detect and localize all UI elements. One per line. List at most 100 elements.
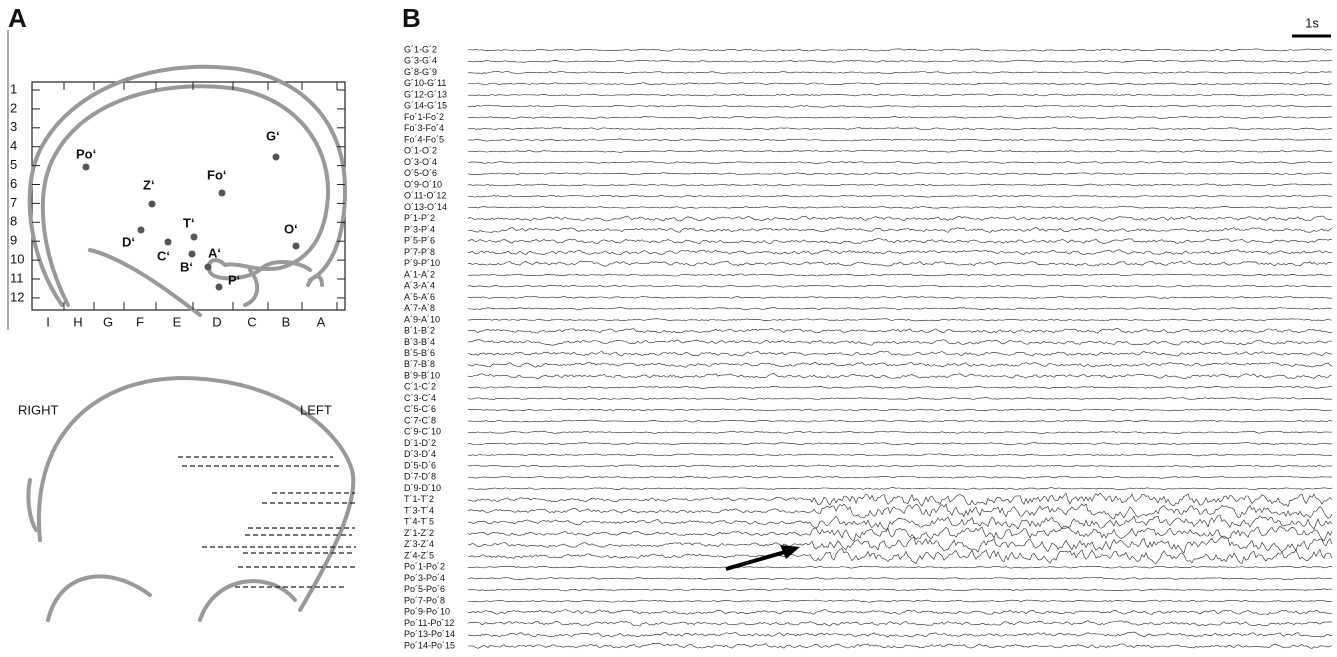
electrode xyxy=(215,283,223,291)
channel-label: Fo´4-Fo´5 xyxy=(404,134,444,144)
eeg-trace xyxy=(467,525,1333,542)
eeg-trace xyxy=(467,161,1333,164)
channel-label: O´1-O´2 xyxy=(404,146,437,156)
channel-label: O´9-O´10 xyxy=(404,179,442,189)
channel-label: D´5-D´6 xyxy=(404,460,436,470)
eeg-trace xyxy=(468,295,1332,299)
row-label: 1 xyxy=(10,81,17,96)
eeg-trace xyxy=(467,339,1333,346)
column-label: I xyxy=(46,314,50,329)
channel-label: T´3-T´4 xyxy=(404,505,434,515)
channel-label: Z´1-Z´2 xyxy=(404,528,434,538)
eeg-trace xyxy=(468,588,1333,592)
eeg-trace xyxy=(468,643,1333,649)
eeg-trace xyxy=(467,430,1333,434)
eeg-trace xyxy=(467,172,1333,176)
column-label: A xyxy=(317,314,326,329)
eeg-trace xyxy=(468,535,1333,554)
panel-label: B xyxy=(402,3,421,33)
eeg-trace xyxy=(467,397,1333,400)
channel-label: D´7-D´8 xyxy=(404,472,436,482)
arrow xyxy=(725,550,786,571)
eeg-trace xyxy=(467,599,1332,603)
channel-label: D´1-D´2 xyxy=(404,438,436,448)
channel-label: O´3-O´4 xyxy=(404,157,437,167)
channel-label: Po´14-Po´15 xyxy=(404,640,455,650)
sagittal-outline xyxy=(27,64,348,317)
eeg-trace xyxy=(467,116,1332,119)
eeg-trace xyxy=(467,386,1333,389)
grid-box xyxy=(31,81,346,311)
eeg-trace xyxy=(468,361,1333,368)
electrode xyxy=(190,233,198,241)
row-label: 8 xyxy=(10,214,17,229)
row-label: 6 xyxy=(10,176,17,191)
channel-label: Po´5-Po´6 xyxy=(404,584,445,594)
column-label: D xyxy=(212,314,221,329)
channel-label: G´14-G´15 xyxy=(404,101,447,111)
eeg-trace xyxy=(467,503,1333,520)
channel-label: P´9-P´10 xyxy=(404,258,440,268)
channel-label: P´7-P´8 xyxy=(404,247,435,257)
channel-label: G´12-G´13 xyxy=(404,89,447,99)
channel-label: A´1-A´2 xyxy=(404,269,435,279)
eeg-trace xyxy=(467,328,1333,334)
channel-label: P´3-P´4 xyxy=(404,224,435,234)
eeg-trace xyxy=(467,318,1333,322)
electrode xyxy=(82,163,90,171)
electrode-label: P‘ xyxy=(228,272,240,287)
channel-label: G´1-G´2 xyxy=(404,44,437,54)
eeg-trace xyxy=(467,59,1333,63)
electrode xyxy=(218,189,226,197)
channel-label: C´5-C´6 xyxy=(404,404,436,414)
electrode-label: O‘ xyxy=(284,221,298,236)
eeg-trace xyxy=(467,350,1333,357)
eeg-trace xyxy=(467,104,1333,108)
row-label: 7 xyxy=(10,195,17,210)
eeg-trace xyxy=(467,577,1333,580)
channel-label: O´5-O´6 xyxy=(404,168,437,178)
electrode-label: Po‘ xyxy=(76,146,96,161)
electrode xyxy=(137,226,145,234)
channel-label: Po´13-Po´14 xyxy=(404,629,455,639)
row-label: 12 xyxy=(10,289,24,304)
electrode-label: Fo‘ xyxy=(207,167,227,182)
channel-label: T´4-T´5 xyxy=(404,517,434,527)
coronal-outline xyxy=(26,375,356,622)
eeg-trace xyxy=(467,238,1333,245)
channel-label: G´10-G´11 xyxy=(404,78,446,88)
electrode xyxy=(292,242,300,250)
channel-label: C´3-C´4 xyxy=(404,393,436,403)
eeg-trace xyxy=(467,194,1333,198)
electrode-label: B‘ xyxy=(180,259,193,274)
channel-label: A´3-A´4 xyxy=(404,281,435,291)
channel-label: B´7-B´8 xyxy=(404,359,435,369)
electrode-label: C‘ xyxy=(157,248,170,263)
eeg-trace xyxy=(467,183,1333,187)
row-label: 9 xyxy=(10,233,17,248)
eeg-trace xyxy=(467,408,1333,412)
eeg-trace xyxy=(467,48,1333,52)
eeg-trace xyxy=(467,631,1332,638)
channel-label: Z´3-Z´4 xyxy=(404,539,434,549)
channel-label: Z´4-Z´5 xyxy=(404,550,434,560)
side-label: LEFT xyxy=(300,402,332,417)
channel-label: Po´11-Po´12 xyxy=(404,618,454,628)
channel-label: Po´3-Po´4 xyxy=(404,573,445,583)
eeg-trace xyxy=(467,284,1333,288)
channel-label: A´5-A´6 xyxy=(404,292,435,302)
eeg-trace xyxy=(467,609,1333,616)
column-label: C xyxy=(247,314,256,329)
eeg-trace xyxy=(467,492,1333,508)
column-label: H xyxy=(73,314,82,329)
channel-label: C´7-C´8 xyxy=(404,415,436,425)
channel-label: G´8-G´9 xyxy=(404,67,437,77)
channel-label: C´9-C´10 xyxy=(404,427,441,437)
eeg-trace xyxy=(467,372,1333,379)
arrow-head xyxy=(780,545,800,559)
channel-label: C´1-C´2 xyxy=(404,382,436,392)
row-label: 11 xyxy=(10,270,24,285)
row-label: 10 xyxy=(10,252,24,267)
electrode xyxy=(204,263,212,271)
electrode-label: Z‘ xyxy=(143,177,155,192)
